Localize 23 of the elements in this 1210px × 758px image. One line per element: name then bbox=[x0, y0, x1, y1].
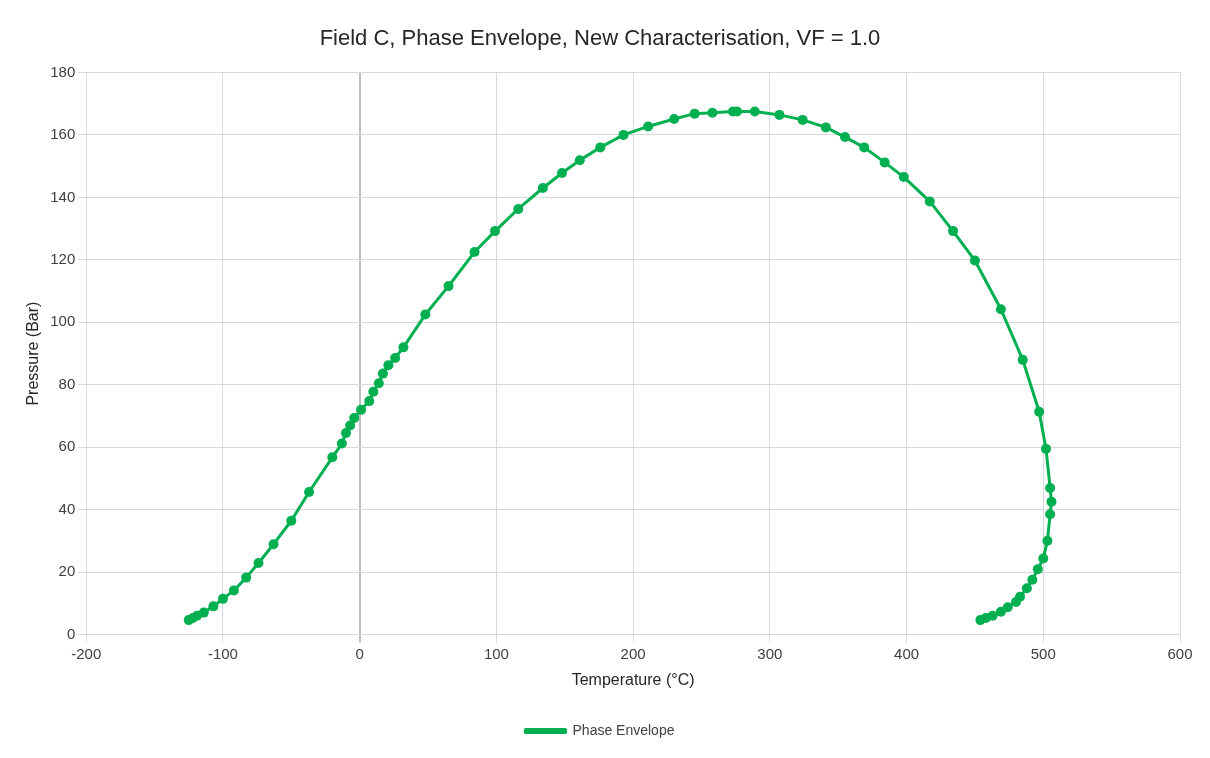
y-tick-label: 80 bbox=[58, 374, 76, 392]
y-tick-label: 20 bbox=[58, 562, 76, 580]
y-axis-title: Pressure (Bar) bbox=[24, 301, 42, 406]
x-tick-label: 100 bbox=[483, 644, 509, 662]
chart-title: Field C, Phase Envelope, New Characterisation, VF = 1.0 bbox=[319, 25, 881, 51]
x-tick-label: 500 bbox=[1030, 644, 1056, 662]
x-tick-label: 300 bbox=[757, 644, 783, 662]
y-tick-label: 40 bbox=[58, 499, 76, 517]
x-tick-label: -100 bbox=[207, 644, 238, 662]
x-tick-label: -200 bbox=[71, 644, 102, 662]
y-tick-label: 100 bbox=[50, 312, 76, 330]
x-tick-label: 600 bbox=[1167, 644, 1193, 662]
y-tick-label: 60 bbox=[58, 437, 76, 455]
x-tick-label: 0 bbox=[355, 644, 364, 662]
x-tick-label: 200 bbox=[620, 644, 646, 662]
y-tick-label: 180 bbox=[50, 62, 76, 80]
legend-label: Phase Envelope bbox=[572, 721, 675, 738]
y-tick-label: 140 bbox=[50, 187, 76, 205]
y-tick-label: 0 bbox=[66, 624, 76, 642]
y-tick-label: 160 bbox=[50, 125, 76, 143]
x-axis-title: Temperature (°C) bbox=[571, 670, 695, 688]
x-tick-label: 400 bbox=[894, 644, 920, 662]
y-tick-label: 120 bbox=[50, 250, 76, 268]
